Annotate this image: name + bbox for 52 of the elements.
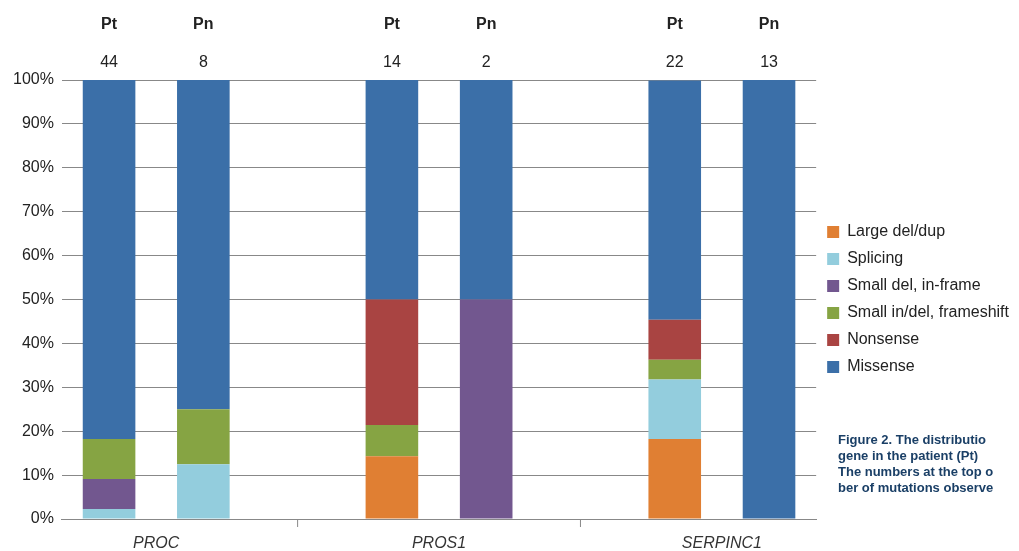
legend-label: Large del/dup <box>847 222 946 240</box>
x-tick-label: Pt <box>666 15 684 33</box>
y-tick-label: 80% <box>21 158 54 176</box>
bar <box>459 80 513 300</box>
y-tick-label: 60% <box>21 246 54 264</box>
x-tick-label: Pt <box>101 15 118 33</box>
bar <box>648 319 702 360</box>
x-tick-label: Pn <box>758 15 780 33</box>
bar <box>742 80 796 519</box>
y-tick-label: 30% <box>21 377 54 395</box>
bar <box>648 359 702 380</box>
text: 22 <box>665 53 684 71</box>
text: SERPINC1 <box>681 534 762 551</box>
bar <box>365 456 419 519</box>
y-tick-label: 0% <box>30 509 54 527</box>
y-tick-label: 20% <box>21 421 54 439</box>
x-tick-label: Pt <box>383 15 401 33</box>
legend-label: Missense <box>847 357 915 375</box>
y-tick-label: 40% <box>21 333 54 351</box>
legend-label: Small in/del, frameshift <box>847 303 1010 321</box>
bar <box>82 80 136 440</box>
x-tick-label: Pn <box>475 15 497 33</box>
bar <box>177 464 230 519</box>
bar <box>648 439 702 519</box>
bar <box>82 508 136 519</box>
y-tick-label: 90% <box>21 114 54 132</box>
y-tick-label: 50% <box>21 289 54 307</box>
y-tick-label: 10% <box>21 465 54 483</box>
bar <box>177 80 230 410</box>
bar <box>648 80 702 320</box>
bar <box>365 80 419 300</box>
bar <box>177 409 230 465</box>
legend-label: Nonsense <box>847 330 920 348</box>
bar <box>648 379 702 440</box>
text: 14 <box>383 53 401 71</box>
text: 8 <box>198 53 208 71</box>
bar <box>82 479 136 509</box>
bar <box>459 299 513 519</box>
text: 2 <box>481 53 491 71</box>
text: 44 <box>100 53 119 71</box>
bar <box>365 299 419 426</box>
bar <box>365 425 419 457</box>
bar <box>82 439 136 480</box>
y-tick-label: 70% <box>21 202 54 220</box>
y-tick-label: 100% <box>13 70 54 88</box>
text: PROS1 <box>411 534 467 551</box>
text: PROC <box>133 534 180 551</box>
x-tick-label: Pn <box>193 15 214 33</box>
legend-label: Small del, in-frame <box>847 276 981 294</box>
legend-label: Splicing <box>847 249 904 267</box>
text: 13 <box>760 53 779 71</box>
caption: Figure 2. The distributio gene in the patient (Pt) The numbers at the top o ber of mutations observe <box>838 432 995 496</box>
